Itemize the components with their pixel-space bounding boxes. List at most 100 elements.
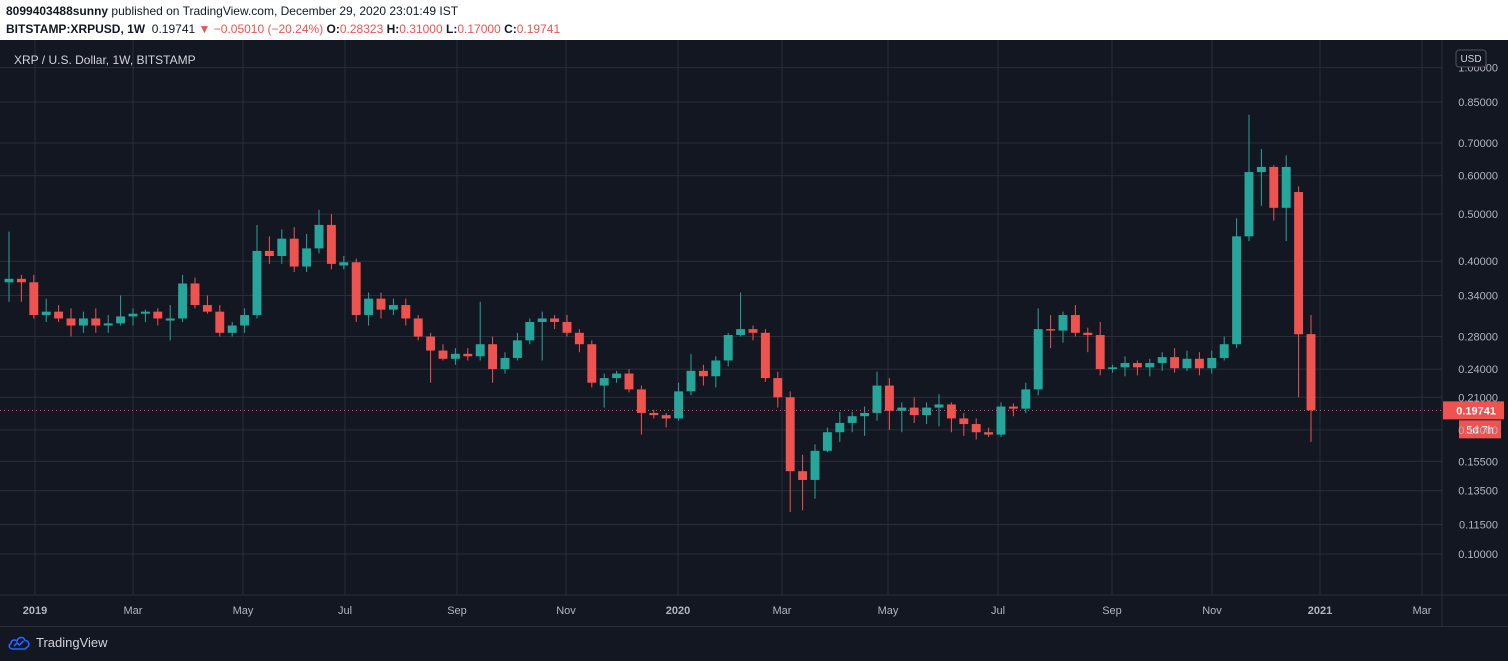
candle-body: [1207, 357, 1217, 369]
candle-body: [624, 373, 634, 390]
candle-body: [66, 318, 76, 326]
y-tick-label: 0.40000: [1458, 256, 1498, 268]
candle-body: [364, 298, 374, 316]
candle-body: [1170, 357, 1180, 369]
candle-body: [264, 250, 274, 256]
candle-body: [835, 422, 845, 433]
candle-body: [971, 424, 981, 433]
chart-title: XRP / U.S. Dollar, 1W, BITSTAMP: [14, 53, 196, 67]
open-value: 0.28323: [339, 22, 384, 36]
candle-body: [1294, 192, 1304, 335]
candle-body: [438, 350, 448, 359]
candle-body: [165, 318, 175, 321]
high-value: 0.31000: [399, 22, 443, 36]
candle-body: [1046, 329, 1056, 331]
candle-body: [872, 385, 882, 413]
close-value: 0.19741: [516, 22, 561, 36]
candle-body: [711, 360, 721, 377]
candle-body: [16, 278, 26, 283]
x-tick-label: Sep: [1102, 605, 1122, 617]
low-value: 0.17000: [457, 22, 501, 36]
candle-body: [1281, 166, 1291, 208]
candle-body: [153, 311, 163, 319]
candle-body: [202, 305, 212, 312]
candle-body: [488, 344, 498, 370]
y-tick-label: 0.21000: [1458, 392, 1498, 404]
candle-body: [1194, 358, 1204, 369]
candle-body: [922, 407, 932, 416]
candle-body: [959, 418, 969, 425]
candle-body: [178, 283, 188, 319]
x-tick-label: Jul: [338, 605, 352, 617]
symbol-name: BITSTAMP:XRPUSD, 1W: [6, 22, 146, 36]
y-tick-label: 0.50000: [1458, 209, 1498, 221]
candle-body: [748, 329, 758, 333]
x-tick-label: Nov: [1202, 605, 1222, 617]
candle-body: [537, 318, 547, 322]
candle-body: [587, 344, 597, 383]
candle-body: [78, 318, 88, 326]
candle-body: [1083, 332, 1093, 336]
candle-body: [1033, 329, 1043, 390]
y-tick-label: 0.34000: [1458, 291, 1498, 303]
candle-body: [116, 316, 126, 324]
candle-body: [946, 404, 956, 419]
candle-body: [698, 370, 708, 377]
candle-body: [426, 336, 436, 351]
currency-badge: [1455, 49, 1487, 68]
high-label: H:: [386, 22, 400, 36]
footer-brand: TradingView: [36, 635, 108, 650]
candle-body: [1182, 358, 1192, 369]
x-tick-label: May: [233, 605, 254, 617]
chart-area[interactable]: 0.19741 5d 7h 1.00000 0.85000 0.70000 0.6000…: [0, 40, 1508, 626]
candle-body: [661, 415, 671, 419]
candle-body: [1120, 363, 1130, 368]
price-change: −0.05010 (−20.24%): [213, 22, 324, 36]
candle-body: [252, 250, 262, 316]
currency-label: USD: [1460, 54, 1481, 65]
candle-body: [636, 389, 646, 413]
tradingview-logo[interactable]: TradingView: [8, 635, 108, 650]
candle-body: [1132, 363, 1142, 368]
candle-body: [128, 313, 138, 317]
candle-body: [574, 332, 584, 345]
candle-body: [376, 298, 386, 310]
candle-body: [500, 357, 510, 370]
candle-body: [996, 406, 1006, 435]
close-label: C:: [504, 22, 517, 36]
candle-body: [525, 321, 535, 341]
candle-body: [289, 238, 299, 267]
publisher-username[interactable]: 8099403488sunny: [6, 4, 109, 18]
countdown-label: 5d 7h: [1466, 424, 1494, 436]
y-tick-label: 0.18000: [1458, 425, 1498, 437]
candle-body: [1095, 335, 1105, 370]
candle-body: [1306, 334, 1316, 411]
candle-body: [736, 329, 746, 336]
candle-body: [860, 412, 870, 417]
candle-body: [1244, 172, 1254, 237]
candle-body: [351, 262, 361, 316]
candle-body: [463, 353, 473, 357]
x-tick-label: 2021: [1308, 605, 1332, 617]
candle-body: [822, 432, 832, 451]
x-tick-label: Mar: [1413, 605, 1432, 617]
candle-body: [41, 311, 51, 316]
x-tick-label: Mar: [773, 605, 792, 617]
candle-body: [240, 315, 250, 326]
candle-body: [1269, 166, 1279, 208]
candle-body: [550, 318, 560, 322]
candle-body: [29, 282, 39, 316]
x-tick-label: 2020: [666, 605, 690, 617]
y-tick-label: 0.28000: [1458, 332, 1498, 344]
candle-body: [649, 412, 659, 416]
candle-body: [339, 262, 349, 266]
candle-body: [599, 378, 609, 386]
candle-body: [723, 335, 733, 361]
last-price-label: 0.19741: [1456, 405, 1496, 417]
last-price: 0.19741: [151, 22, 196, 36]
x-tick-label: 2019: [23, 605, 47, 617]
candle-body: [450, 353, 460, 359]
x-tick-label: May: [878, 605, 899, 617]
candle-body: [512, 340, 522, 358]
